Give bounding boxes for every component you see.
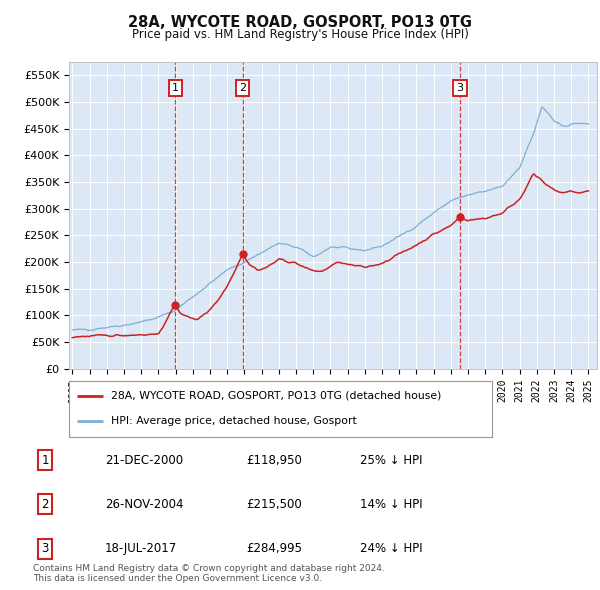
- Text: £284,995: £284,995: [246, 542, 302, 555]
- Text: £215,500: £215,500: [246, 498, 302, 511]
- Text: 26-NOV-2004: 26-NOV-2004: [105, 498, 184, 511]
- Text: 2: 2: [239, 83, 246, 93]
- Text: 18-JUL-2017: 18-JUL-2017: [105, 542, 177, 555]
- Text: 21-DEC-2000: 21-DEC-2000: [105, 454, 183, 467]
- Text: 24% ↓ HPI: 24% ↓ HPI: [360, 542, 422, 555]
- Text: 28A, WYCOTE ROAD, GOSPORT, PO13 0TG (detached house): 28A, WYCOTE ROAD, GOSPORT, PO13 0TG (det…: [112, 391, 442, 401]
- Text: 2: 2: [41, 498, 49, 511]
- Text: HPI: Average price, detached house, Gosport: HPI: Average price, detached house, Gosp…: [112, 417, 357, 427]
- Text: 3: 3: [41, 542, 49, 555]
- Text: Contains HM Land Registry data © Crown copyright and database right 2024.
This d: Contains HM Land Registry data © Crown c…: [33, 563, 385, 583]
- Text: 14% ↓ HPI: 14% ↓ HPI: [360, 498, 422, 511]
- Text: Price paid vs. HM Land Registry's House Price Index (HPI): Price paid vs. HM Land Registry's House …: [131, 28, 469, 41]
- Text: 1: 1: [172, 83, 179, 93]
- Text: 28A, WYCOTE ROAD, GOSPORT, PO13 0TG: 28A, WYCOTE ROAD, GOSPORT, PO13 0TG: [128, 15, 472, 30]
- Text: 3: 3: [457, 83, 464, 93]
- Text: 1: 1: [41, 454, 49, 467]
- Text: 25% ↓ HPI: 25% ↓ HPI: [360, 454, 422, 467]
- Text: £118,950: £118,950: [246, 454, 302, 467]
